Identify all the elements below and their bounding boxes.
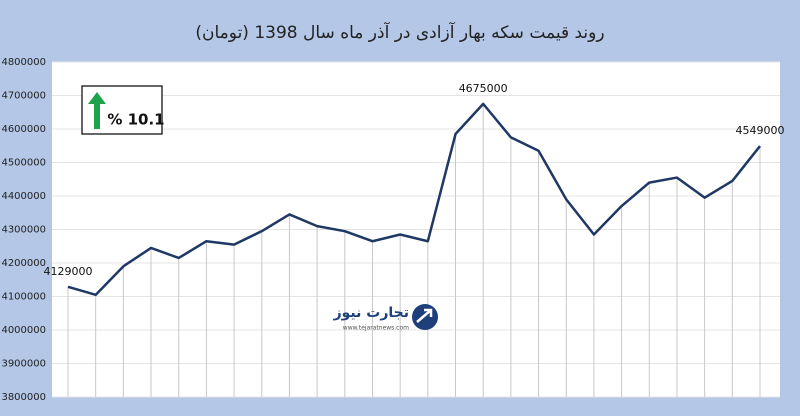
data-label: 4129000 — [44, 265, 93, 278]
data-label: 4675000 — [459, 82, 508, 95]
y-tick-label: 4000000 — [1, 325, 46, 336]
y-tick-label: 3800000 — [1, 392, 46, 403]
y-tick-label: 4300000 — [1, 225, 46, 236]
up-arrow — [88, 92, 106, 129]
series-line — [67, 102, 761, 297]
y-tick-label: 4800000 — [1, 57, 46, 68]
logo-icon — [412, 304, 438, 330]
logo-name: تجارت نیوز — [333, 305, 409, 321]
y-tick-label: 4400000 — [1, 191, 46, 202]
logo-url: www.tejaratnews.com — [343, 325, 409, 332]
y-tick-label: 4500000 — [1, 158, 46, 169]
marks: 3800000 3900000 4000000 4100000 4200000 43000… — [1, 57, 784, 403]
logo: تجارت نیوز www.tejaratnews.com — [333, 304, 438, 332]
y-tick-label: 4200000 — [1, 258, 46, 269]
y-tick-label: 4700000 — [1, 91, 46, 102]
change-label: % 10.1 — [107, 111, 164, 129]
data-label: 4549000 — [736, 124, 785, 137]
y-tick-label: 3900000 — [1, 359, 46, 370]
chart-title: روند قیمت سکه بهار آزادی در آذر ماه سال … — [195, 21, 604, 43]
y-tick-label: 4100000 — [1, 292, 46, 303]
logo-arrow — [416, 308, 433, 323]
y-tick-label: 4600000 — [1, 124, 46, 135]
change-badge: % 10.1 — [81, 85, 165, 135]
